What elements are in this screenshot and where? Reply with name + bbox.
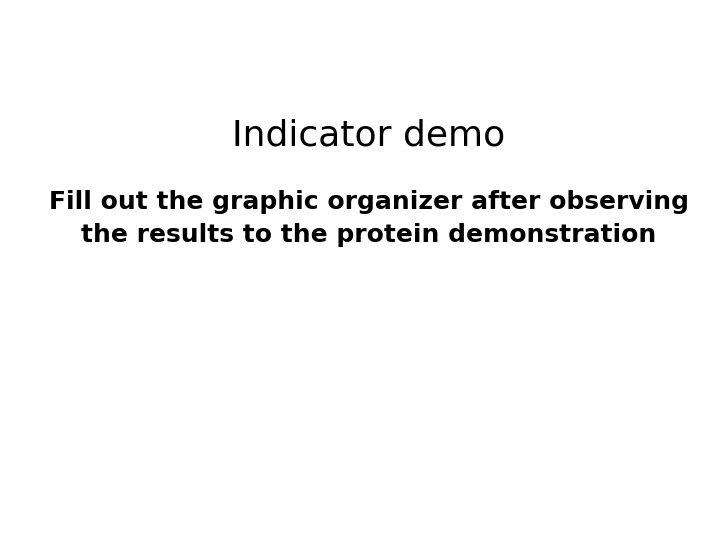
Text: Indicator demo: Indicator demo (233, 119, 505, 153)
Text: Fill out the graphic organizer after observing
the results to the protein demons: Fill out the graphic organizer after obs… (49, 190, 689, 247)
